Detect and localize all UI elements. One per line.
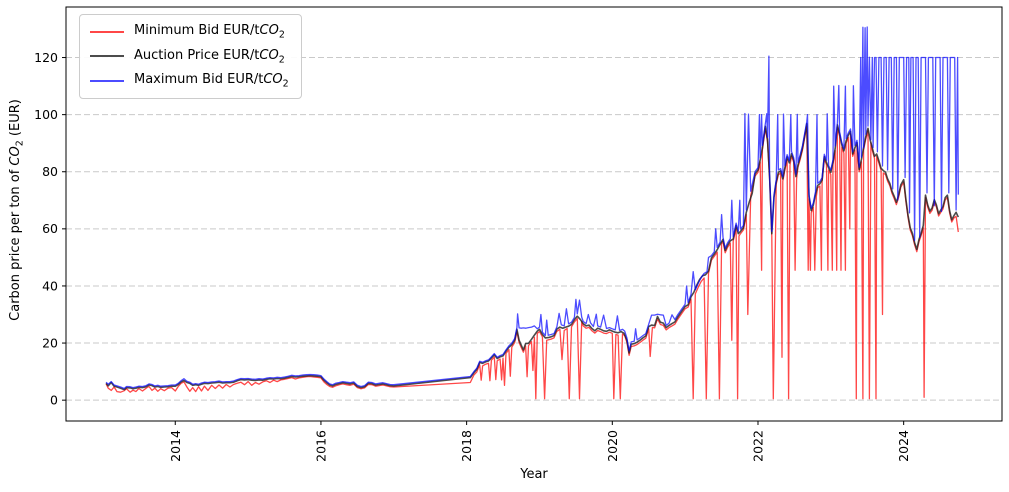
legend-label-sub: 2 <box>282 78 289 90</box>
legend-label-text: Minimum Bid EUR/t <box>134 23 260 38</box>
legend-line-sample-maximum-bid <box>90 79 124 82</box>
plot-frame <box>65 6 1003 422</box>
y-tick-label: 20 <box>42 335 58 350</box>
x-tick-label: 2018 <box>459 430 474 462</box>
x-tick-label: 2016 <box>313 430 328 462</box>
y-tick-label: 0 <box>50 392 58 407</box>
legend: Minimum Bid EUR/tCO2 Auction Price EUR/t… <box>79 14 302 99</box>
y-axis-label-suffix: (EUR) <box>8 99 23 141</box>
legend-label-math: CO <box>259 47 279 63</box>
series-line-minimum-bid <box>105 125 959 400</box>
legend-label-maximum-bid: Maximum Bid EUR/tCO2 <box>134 72 289 90</box>
legend-line-sample-minimum-bid <box>90 30 124 33</box>
legend-label-text: Auction Price EUR/t <box>134 47 260 63</box>
series-line-auction-price <box>105 123 960 391</box>
y-axis-label-sub: 2 <box>14 140 26 147</box>
y-tick-label: 120 <box>34 50 58 65</box>
legend-label-math: CO <box>259 23 279 38</box>
y-tick-label: 100 <box>34 107 58 122</box>
y-axis-label: Carbon price per ton of CO2 (EUR) <box>8 80 26 340</box>
legend-line-sample-auction-price <box>90 55 124 58</box>
legend-item-maximum-bid: Maximum Bid EUR/tCO2 <box>90 72 289 90</box>
legend-label-sub: 2 <box>278 54 285 66</box>
y-tick-label: 40 <box>42 278 58 293</box>
legend-label-math: CO <box>263 72 283 88</box>
legend-label-text: Maximum Bid EUR/t <box>134 72 264 88</box>
legend-label-auction-price: Auction Price EUR/tCO2 <box>134 48 285 66</box>
y-axis-label-math: CO <box>8 146 23 166</box>
x-tick-label: 2024 <box>896 430 911 462</box>
legend-label-minimum-bid: Minimum Bid EUR/tCO2 <box>134 23 285 41</box>
legend-item-auction-price: Auction Price EUR/tCO2 <box>90 48 289 66</box>
x-tick-label: 2014 <box>168 430 183 462</box>
x-tick-label: 2022 <box>750 430 765 462</box>
x-axis-label: Year <box>520 467 548 482</box>
legend-item-minimum-bid: Minimum Bid EUR/tCO2 <box>90 23 289 41</box>
y-tick-label: 60 <box>42 221 58 236</box>
y-tick-label: 80 <box>42 164 58 179</box>
series-line-maximum-bid <box>105 26 959 390</box>
legend-label-sub: 2 <box>278 29 285 41</box>
x-tick-label: 2020 <box>605 430 620 462</box>
y-axis-label-prefix: Carbon price per ton of <box>8 165 23 321</box>
